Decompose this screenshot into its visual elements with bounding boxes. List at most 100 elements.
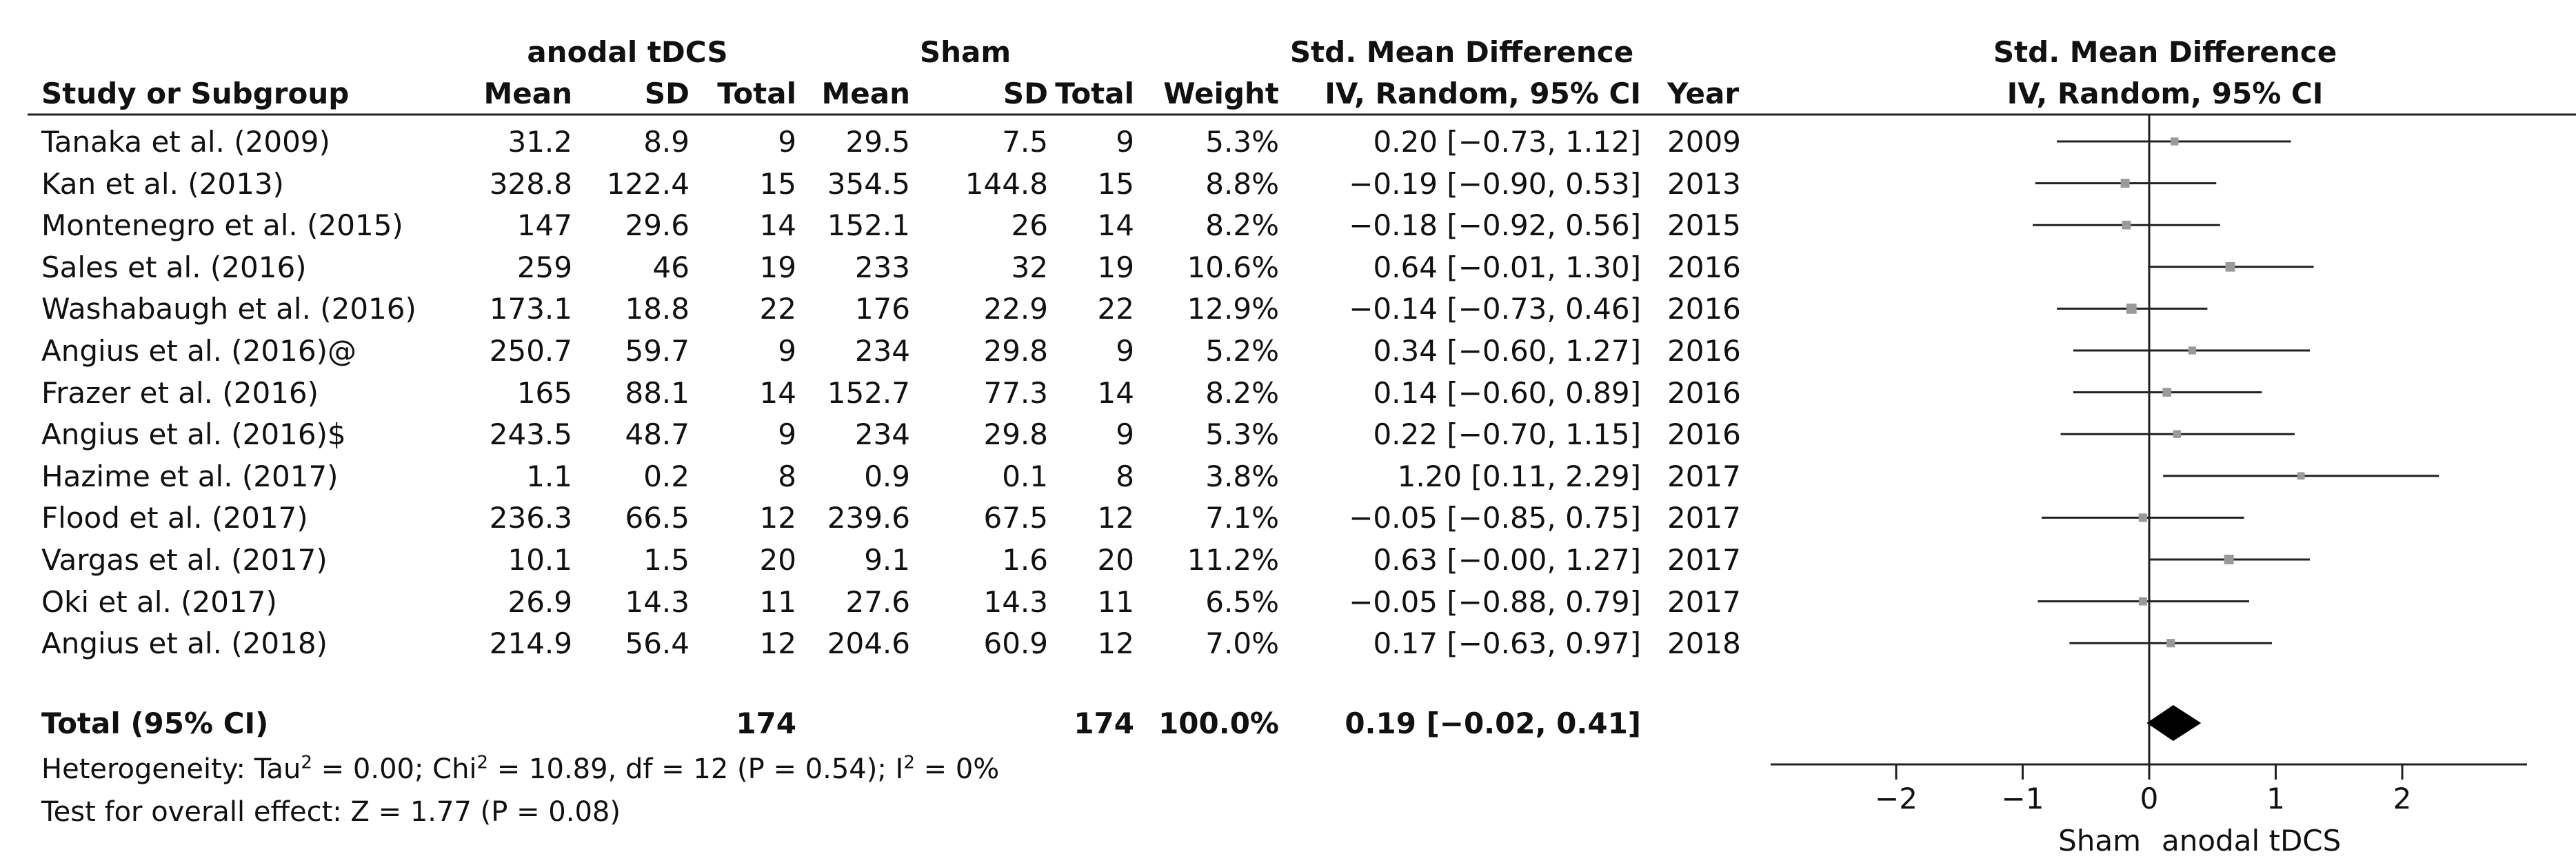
x-tick-label: −1: [2002, 782, 2044, 815]
col-sd-ctrl-header: SD: [1003, 77, 1048, 110]
mean-exp: 10.1: [507, 543, 572, 577]
sd-exp: 66.5: [625, 501, 690, 535]
plot-subtitle: IV, Random, 95% CI: [2006, 77, 2324, 110]
effect-marker: [2166, 639, 2175, 648]
mean-ctrl: 239.6: [827, 501, 910, 535]
year: 2013: [1667, 166, 1741, 201]
total-exp: 8: [778, 459, 796, 493]
x-tick-label: −2: [1875, 782, 1918, 815]
mean-ctrl: 9.1: [864, 543, 910, 577]
smd-ci: 0.20 [−0.73, 1.12]: [1373, 125, 1641, 159]
sd-exp: 46: [652, 250, 690, 284]
total-ctrl: 8: [1116, 459, 1134, 493]
sd-exp: 18.8: [625, 292, 690, 326]
year: 2016: [1667, 417, 1741, 452]
col-sd-exp-header: SD: [644, 77, 690, 110]
effect-marker: [2225, 261, 2235, 272]
year: 2017: [1667, 459, 1741, 493]
col-mean-ctrl-header: Mean: [821, 77, 910, 110]
year: 2017: [1667, 501, 1741, 535]
smd-ci: −0.18 [−0.92, 0.56]: [1349, 208, 1641, 243]
study-name: Angius et al. (2016)@: [41, 334, 356, 368]
sd-exp: 0.2: [643, 459, 690, 493]
sd-ctrl: 77.3: [983, 375, 1048, 410]
mean-exp: 328.8: [489, 166, 572, 201]
mean-exp: 1.1: [526, 459, 572, 493]
study-name: Angius et al. (2018): [41, 626, 328, 661]
total-exp: 9: [778, 417, 796, 452]
sd-exp: 8.9: [643, 125, 690, 159]
weight: 3.8%: [1205, 459, 1279, 493]
heterogeneity-text: Heterogeneity: Tau2 = 0.00; Chi2 = 10.89…: [41, 752, 1000, 785]
smd-ci: 0.64 [−0.01, 1.30]: [1373, 250, 1641, 284]
mean-exp: 236.3: [489, 501, 572, 535]
total-ctrl: 12: [1097, 501, 1134, 535]
mean-ctrl: 0.9: [864, 459, 910, 493]
mean-ctrl: 29.5: [845, 125, 910, 159]
sd-ctrl: 60.9: [983, 626, 1048, 661]
total-ci: 0.19 [−0.02, 0.41]: [1345, 706, 1641, 740]
total-exp: 14: [759, 208, 796, 243]
total-exp: 15: [759, 166, 796, 201]
year: 2016: [1667, 334, 1741, 368]
total-exp: 11: [759, 584, 796, 619]
total-ctrl: 11: [1097, 584, 1134, 619]
col-weight-header: Weight: [1163, 77, 1279, 110]
smd-ci: 0.34 [−0.60, 1.27]: [1373, 334, 1641, 368]
smd-ci: 1.20 [0.11, 2.29]: [1397, 459, 1641, 493]
effect-marker: [2188, 346, 2197, 355]
col-ci-header: IV, Random, 95% CI: [1325, 77, 1641, 110]
weight: 5.2%: [1205, 334, 1279, 368]
smd-ci: 0.14 [−0.60, 0.89]: [1373, 375, 1641, 410]
total-exp: 20: [759, 543, 796, 577]
effect-marker: [2171, 137, 2179, 146]
weight: 8.2%: [1205, 208, 1279, 243]
sd-exp: 56.4: [625, 626, 690, 661]
smd-ci: 0.63 [−0.00, 1.27]: [1373, 543, 1641, 577]
weight: 7.1%: [1205, 501, 1279, 535]
sd-ctrl: 0.1: [1002, 459, 1048, 493]
mean-exp: 165: [516, 375, 572, 410]
weight: 10.6%: [1187, 250, 1279, 284]
mean-ctrl: 152.1: [827, 208, 910, 243]
sd-ctrl: 1.6: [1002, 543, 1048, 577]
mean-ctrl: 234: [854, 334, 910, 368]
weight: 8.2%: [1205, 375, 1279, 410]
smd-ci: 0.17 [−0.63, 0.97]: [1373, 626, 1641, 661]
total-ctrl: 14: [1097, 375, 1134, 410]
weight: 5.3%: [1205, 125, 1279, 159]
total-n-exp: 174: [736, 706, 796, 740]
sd-exp: 122.4: [606, 166, 690, 201]
total-exp: 12: [759, 501, 796, 535]
sd-exp: 59.7: [625, 334, 690, 368]
axis-label-left: Sham: [2058, 824, 2141, 858]
effect-marker: [2126, 303, 2137, 314]
year: 2015: [1667, 208, 1741, 243]
total-exp: 19: [759, 250, 796, 284]
mean-exp: 26.9: [507, 584, 572, 619]
study-name: Kan et al. (2013): [41, 166, 284, 201]
mean-ctrl: 233: [854, 250, 910, 284]
year: 2017: [1667, 543, 1741, 577]
sd-exp: 1.5: [643, 543, 690, 577]
study-name: Hazime et al. (2017): [41, 459, 339, 493]
sd-exp: 14.3: [625, 584, 690, 619]
total-ctrl: 20: [1097, 543, 1134, 577]
total-ctrl: 9: [1116, 334, 1134, 368]
mean-ctrl: 204.6: [827, 626, 910, 661]
study-name: Vargas et al. (2017): [41, 543, 328, 577]
sd-ctrl: 144.8: [965, 166, 1048, 201]
study-name: Montenegro et al. (2015): [41, 208, 403, 243]
col-mean-exp-header: Mean: [483, 77, 572, 110]
col-total-ctrl-header: Total: [1055, 77, 1134, 110]
study-name: Washabaugh et al. (2016): [41, 292, 416, 326]
effect-marker: [2138, 513, 2147, 522]
col-total-exp-header: Total: [717, 77, 796, 110]
weight: 6.5%: [1205, 584, 1279, 619]
study-name: Sales et al. (2016): [41, 250, 307, 284]
sd-ctrl: 32: [1011, 250, 1048, 284]
mean-ctrl: 354.5: [827, 166, 910, 201]
effect-marker: [2162, 388, 2172, 397]
total-weight: 100.0%: [1158, 706, 1279, 740]
